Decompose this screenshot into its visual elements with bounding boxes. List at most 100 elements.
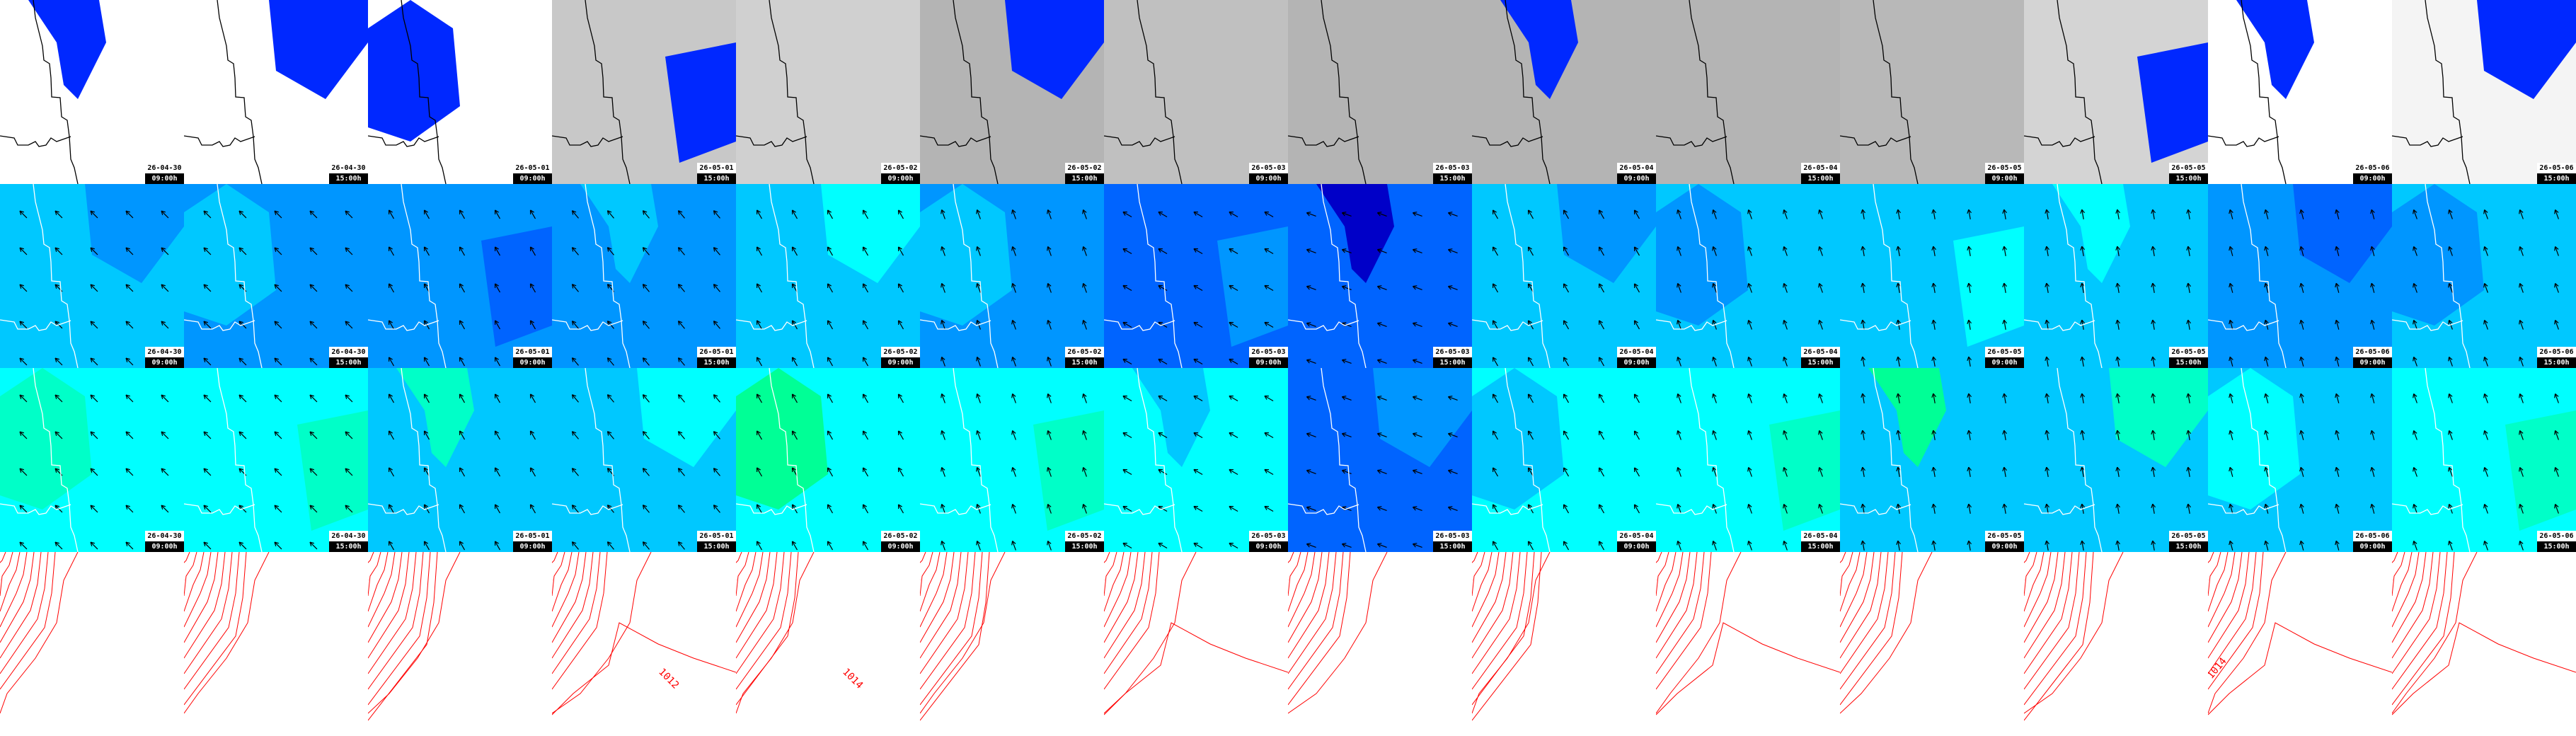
wind-arrow-icon	[2448, 209, 2453, 219]
wind-arrow-icon	[2264, 430, 2269, 440]
wind-arrow-icon	[494, 320, 501, 330]
wind-arrow-icon	[1598, 541, 1605, 551]
field-contour	[637, 368, 736, 467]
wind-arrow-icon	[2115, 209, 2121, 219]
isobar-line	[1104, 552, 1132, 628]
wind-arrow-icon	[713, 468, 720, 476]
wind-arrow-icon	[2186, 393, 2192, 403]
coastline	[1137, 368, 1183, 552]
map-tile-wind: 26-05-05 15:00h	[2024, 184, 2208, 368]
date-label: 26-05-06	[2537, 163, 2576, 173]
wind-arrow-icon	[897, 504, 904, 514]
timestamp-label: 26-04-30 15:00h	[329, 163, 368, 184]
wind-arrow-icon	[571, 357, 579, 366]
isobar-line	[2208, 552, 2264, 690]
wind-arrow-icon	[1818, 246, 1823, 256]
coastline	[2057, 368, 2103, 552]
wind-arrow-icon	[309, 505, 318, 513]
wind-arrow-icon	[388, 320, 395, 330]
field-background	[1288, 0, 1472, 184]
wind-arrow-icon	[2335, 503, 2340, 514]
wind-arrow-icon	[571, 431, 579, 439]
wind-arrow-icon	[677, 210, 685, 219]
wind-arrow-icon	[1677, 430, 1681, 440]
field-contour	[2208, 368, 2300, 510]
isobar-line	[1288, 552, 1316, 628]
wind-arrow-icon	[203, 357, 212, 366]
wind-arrow-icon	[2151, 356, 2156, 367]
wind-arrow-icon	[941, 356, 945, 367]
wind-arrow-icon	[459, 283, 466, 293]
isobar-line	[0, 552, 49, 674]
wind-arrow-icon	[1082, 466, 1087, 477]
isobar-line	[736, 552, 749, 597]
wind-arrow-icon	[756, 209, 763, 219]
timestamp-label: 26-05-04 15:00h	[1801, 347, 1840, 368]
wind-arrow-icon	[1747, 466, 1752, 477]
time-label: 15:00h	[2537, 173, 2576, 184]
isobar-line	[1288, 552, 1337, 674]
wind-arrow-icon	[1193, 284, 1203, 292]
wind-arrow-icon	[1193, 468, 1203, 476]
date-label: 26-05-05	[1985, 347, 2024, 357]
wind-arrow-icon	[1896, 393, 1902, 403]
wind-arrow-icon	[1598, 320, 1605, 330]
wind-arrow-icon	[459, 467, 466, 477]
isobar-line	[2392, 552, 2398, 580]
wind-arrow-icon	[2554, 393, 2559, 403]
field-contour	[269, 0, 368, 99]
coastline	[1873, 0, 1919, 184]
wind-arrow-icon	[1158, 432, 1168, 439]
timestamp-label: 26-05-04 15:00h	[1801, 163, 1840, 184]
isobar-line	[1104, 552, 1160, 690]
wind-arrow-icon	[2483, 540, 2488, 551]
isobar-line	[1656, 552, 1712, 690]
coastline	[217, 0, 263, 184]
wind-arrow-icon	[1341, 248, 1352, 253]
coastline	[1321, 0, 1367, 184]
isobar-line	[552, 552, 608, 690]
wind-arrow-icon	[2115, 430, 2121, 440]
wind-arrow-icon	[19, 468, 28, 476]
timestamp-label: 26-05-05 09:00h	[1985, 163, 2024, 184]
wind-arrow-icon	[2483, 430, 2488, 440]
time-label: 15:00h	[2169, 541, 2208, 552]
wind-arrow-icon	[90, 321, 98, 329]
wind-arrow-icon	[2335, 393, 2340, 403]
wind-arrow-icon	[1931, 319, 1937, 330]
wind-arrow-icon	[1967, 503, 1972, 514]
wind-arrow-icon	[1783, 430, 1788, 440]
map-tile-isobars: 1014	[2208, 552, 2392, 736]
map-tile-gusts: 26-05-06 09:00h	[2208, 368, 2392, 552]
river-line	[2024, 319, 2095, 331]
wind-arrow-icon	[1712, 540, 1717, 551]
river-line	[2208, 503, 2279, 515]
wind-arrow-icon	[1931, 503, 1937, 514]
wind-arrow-icon	[1861, 246, 1866, 256]
map-tile-precipitation: 26-05-01 15:00h	[552, 0, 736, 184]
wind-arrow-icon	[1563, 430, 1570, 440]
field-contour	[28, 0, 106, 99]
wind-arrow-icon	[862, 357, 869, 367]
wind-arrow-icon	[1492, 430, 1499, 440]
wind-arrow-icon	[2080, 209, 2086, 219]
river-line	[1288, 503, 1359, 515]
wind-arrow-icon	[203, 431, 212, 439]
isobar-line	[1472, 552, 1478, 580]
map-tile-isobars	[1288, 552, 1472, 736]
wind-arrow-icon	[827, 467, 834, 477]
wind-arrow-icon	[1306, 248, 1316, 253]
wind-arrow-icon	[459, 430, 466, 440]
isobar-line	[920, 552, 948, 628]
isobar-line	[2392, 622, 2576, 715]
wind-arrow-icon	[1264, 468, 1274, 476]
wind-arrow-icon	[494, 209, 501, 219]
wind-arrow-icon	[1633, 430, 1640, 440]
wind-arrow-icon	[423, 246, 430, 256]
wind-arrow-icon	[19, 357, 28, 366]
time-label: 15:00h	[329, 541, 368, 552]
wind-arrow-icon	[309, 431, 318, 439]
river-line	[0, 503, 71, 515]
wind-arrow-icon	[1598, 430, 1605, 440]
field-contour	[368, 0, 460, 142]
